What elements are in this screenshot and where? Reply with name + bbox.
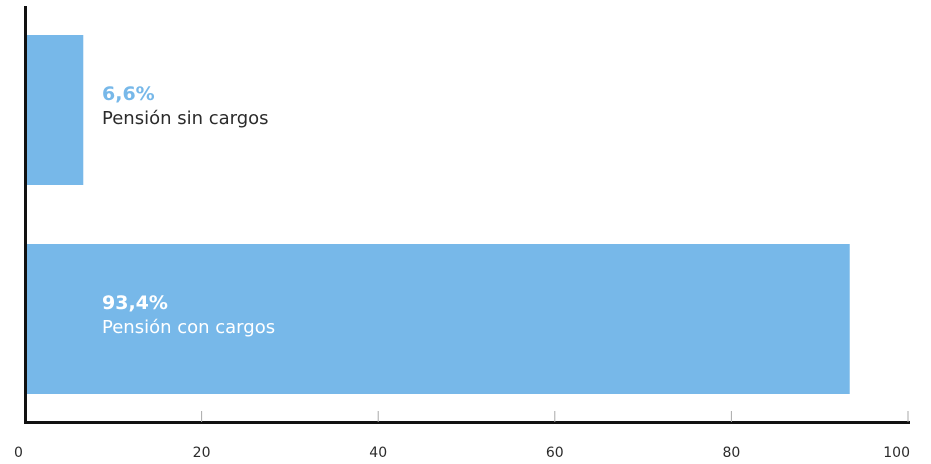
category-label-1: Pensión con cargos (102, 317, 275, 338)
x-axis-ticks: 0 20 40 60 80 100 (14, 411, 910, 461)
value-label-0: 6,6% (102, 83, 155, 105)
x-tick-label-0: 0 (14, 445, 23, 461)
data-labels: 6,6% Pensión sin cargos 93,4% Pensión con c… (102, 83, 275, 338)
bar-0 (25, 35, 84, 185)
x-tick-label-2: 40 (369, 445, 387, 461)
bar-1 (25, 244, 850, 394)
bars-layer (25, 35, 850, 394)
x-tick-label-1: 20 (193, 445, 211, 461)
x-tick-label-3: 60 (546, 445, 564, 461)
x-tick-label-4: 80 (722, 445, 740, 461)
value-label-1: 93,4% (102, 292, 168, 314)
x-axis (24, 6, 910, 424)
x-tick-label-5: 100 (883, 445, 910, 461)
category-label-0: Pensión sin cargos (102, 108, 269, 129)
